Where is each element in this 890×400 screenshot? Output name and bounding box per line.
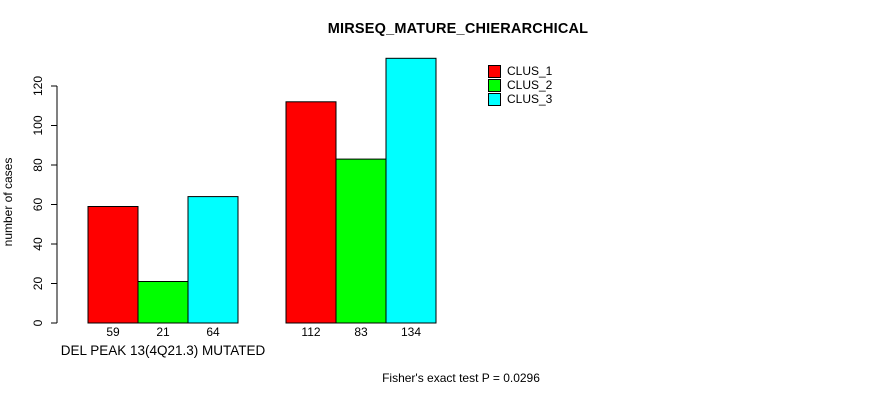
bar-clus_1-group2 — [285, 101, 337, 324]
legend-label: CLUS_3 — [507, 92, 553, 106]
bar-value-label: 64 — [206, 325, 220, 339]
bar-clus_1-group1 — [87, 206, 139, 324]
bar-clus_3-group2 — [385, 57, 437, 324]
bar-clus_2-group1 — [137, 281, 189, 324]
legend-item-clus_2: CLUS_2 — [488, 79, 552, 92]
legend-label: CLUS_1 — [507, 64, 553, 78]
legend: CLUS_1 CLUS_2 CLUS_3 — [488, 65, 552, 107]
y-axis-tick-label: 120 — [31, 76, 45, 96]
legend-swatch-icon — [488, 65, 501, 78]
x-group-label: DEL PEAK 13(4Q21.3) MUTATED — [60, 343, 266, 358]
bar-value-label: 21 — [156, 325, 170, 339]
bar-value-label: 112 — [301, 325, 320, 339]
legend-swatch-icon — [488, 79, 501, 92]
legend-swatch-icon — [488, 93, 501, 106]
y-axis-title: number of cases — [1, 158, 15, 247]
bar-value-label: 134 — [401, 325, 421, 339]
y-axis-tick-label: 60 — [31, 198, 45, 212]
bar-clus_2-group2 — [335, 158, 387, 324]
y-axis-tick-label: 80 — [31, 158, 45, 172]
bar-value-label: 83 — [354, 325, 368, 339]
y-axis-tick-label: 20 — [31, 277, 45, 291]
y-axis-tick-label: 40 — [31, 237, 45, 251]
y-axis-tick-label: 100 — [31, 115, 45, 135]
fisher-test-annotation: Fisher's exact test P = 0.0296 — [382, 371, 540, 385]
bar-value-label: 59 — [106, 325, 120, 339]
bar-clus_3-group1 — [187, 196, 239, 324]
y-axis-tick-label: 0 — [31, 319, 45, 326]
bar-value-labels: 59 21 64 112 83 134 — [106, 325, 421, 339]
legend-item-clus_3: CLUS_3 — [488, 93, 552, 106]
chart-title: MIRSEQ_MATURE_CHIERARCHICAL — [327, 21, 589, 37]
legend-item-clus_1: CLUS_1 — [488, 65, 552, 78]
bars — [87, 57, 437, 324]
legend-label: CLUS_2 — [507, 78, 553, 92]
y-axis: 0 20 40 60 80 100 120 — [31, 76, 58, 326]
